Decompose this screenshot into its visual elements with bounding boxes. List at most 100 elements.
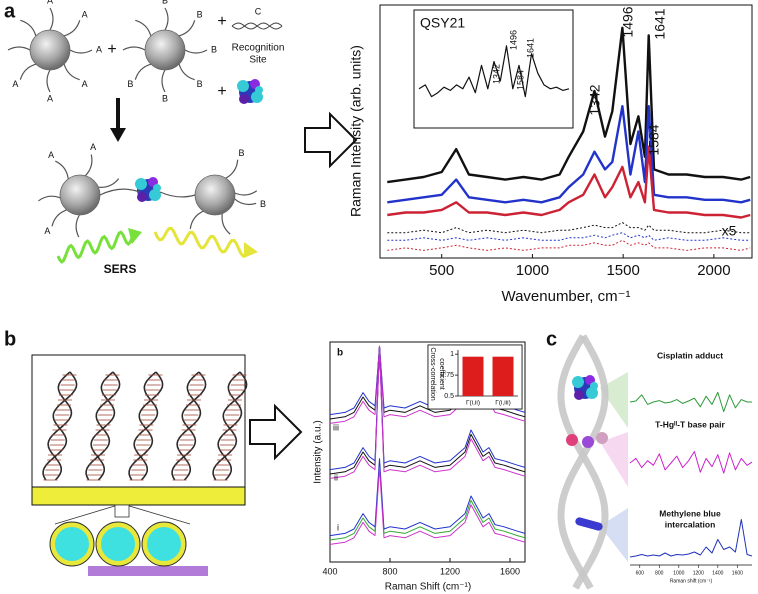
x-tick-label: 400 (322, 566, 337, 576)
linker (189, 210, 204, 230)
spectrum (329, 466, 526, 545)
dna-helix (90, 371, 116, 481)
sers-wave (153, 226, 250, 258)
dna-helix (176, 371, 202, 481)
plus-sign: + (107, 41, 116, 58)
trace-label: Methylene blue (659, 508, 721, 518)
linker (134, 63, 152, 80)
protein (251, 91, 263, 103)
spectrum (629, 519, 753, 558)
strand-label: B (238, 148, 244, 158)
strand-label: A (90, 142, 96, 152)
nanoparticle (144, 29, 186, 71)
strand-label: A (82, 79, 88, 89)
dna-helix (85, 371, 121, 481)
y-tick-label: 0.75 (440, 372, 454, 379)
linker (49, 7, 54, 31)
dna-helix (128, 371, 164, 481)
trace-label: Cisplatin adduct (657, 350, 723, 360)
arrowhead (244, 242, 258, 258)
x-tick-label: 800 (655, 570, 664, 576)
peak-label: 1584 (646, 124, 662, 155)
particles (49, 521, 187, 567)
panel-label: a (4, 0, 16, 22)
dna-ribbon (557, 334, 609, 590)
dna-helix (217, 371, 243, 481)
arrowhead (128, 228, 142, 244)
particle-core (147, 527, 181, 561)
x-tick-label: 600 (636, 570, 645, 576)
strand-label: A (44, 226, 50, 236)
substrate (31, 486, 246, 506)
linker (178, 20, 196, 37)
inset-title: QSY21 (420, 15, 465, 31)
spectrum (387, 26, 751, 184)
protein (572, 376, 584, 388)
ligand (566, 434, 578, 446)
x-axis-label: Raman shift (cm⁻¹) (670, 578, 713, 584)
linker (178, 63, 195, 81)
linker (75, 214, 80, 238)
linker (55, 160, 69, 179)
linker (63, 63, 80, 81)
x-tick-label: Γ(i,ii) (466, 400, 480, 407)
peak-label: 1641 (652, 8, 668, 39)
group-label: iii (333, 422, 339, 432)
strand-label: B (197, 79, 203, 89)
linker (19, 63, 37, 80)
spectrum (387, 232, 751, 241)
strand-label: B (127, 79, 133, 89)
peak-label: 1342 (587, 84, 603, 115)
dna-helix (133, 371, 159, 481)
support (88, 566, 208, 576)
x-tick-label: 1200 (693, 570, 704, 576)
protein (586, 387, 598, 399)
plot-frame (329, 341, 526, 563)
linker (98, 178, 120, 188)
plus-sign: + (217, 13, 226, 30)
nanoparticle (59, 174, 101, 216)
spectrum (329, 345, 526, 471)
strand-label: A (82, 10, 88, 20)
spectrum (387, 239, 751, 251)
strand-label: B (162, 93, 168, 103)
protein (237, 80, 249, 92)
plot-frame (379, 4, 753, 259)
linker (63, 20, 81, 37)
linker (46, 69, 51, 93)
protein (574, 390, 584, 400)
arrow (304, 111, 358, 169)
strand-label: C (255, 6, 262, 16)
strand-label: A (47, 93, 53, 103)
linker (99, 188, 196, 198)
ligand (575, 517, 603, 531)
zoom-line (54, 504, 119, 525)
strand-label: A (12, 79, 18, 89)
peak-label: 1342 (491, 64, 501, 84)
x-tick-label: 1400 (712, 570, 723, 576)
inner-label: b (337, 348, 343, 359)
group-label: ii (334, 472, 338, 482)
peak-label: 1584 (515, 70, 525, 90)
x-tick-label: 800 (382, 566, 397, 576)
x-tick-label: 2000 (697, 262, 730, 279)
spectrum (329, 458, 526, 537)
peak-label: 1641 (525, 38, 535, 58)
peak-label: 1496 (508, 30, 518, 50)
particle-core (101, 527, 135, 561)
spectrum (418, 45, 570, 98)
linker (184, 49, 208, 54)
dna-helix (171, 371, 207, 481)
linker (51, 209, 67, 227)
linker (225, 159, 239, 179)
y-axis-label: coefficient (438, 358, 445, 389)
dna-helix (47, 371, 73, 481)
strand-label: A (96, 44, 102, 54)
y-axis-label: Intensity (a.u.) (313, 420, 324, 483)
protein (149, 189, 161, 201)
x-axis-label: Wavenumber, cm⁻¹ (501, 288, 630, 305)
dna-helix (212, 371, 248, 481)
trace-label: T-Hgᴵᴵ-T base pair (655, 419, 725, 429)
y-axis-label: Cross-correlation (429, 347, 436, 400)
